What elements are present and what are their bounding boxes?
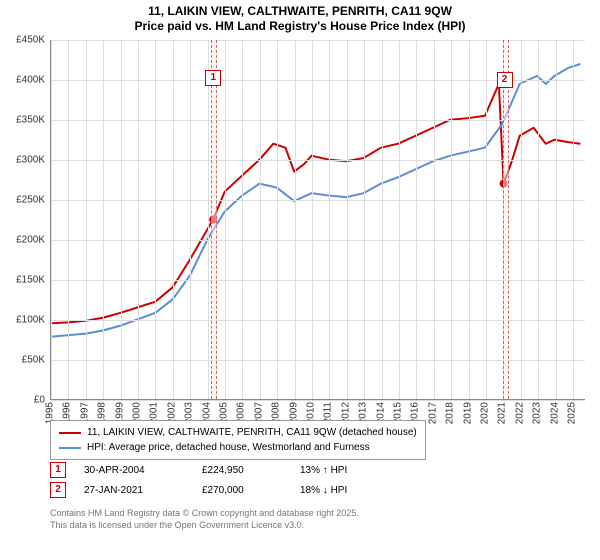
- footer: Contains HM Land Registry data © Crown c…: [50, 508, 359, 531]
- plot-region: 12: [50, 40, 585, 400]
- chart-title: 11, LAIKIN VIEW, CALTHWAITE, PENRITH, CA…: [0, 0, 600, 34]
- x-axis-label: 2018: [445, 402, 456, 424]
- transactions-table: 1 30-APR-2004 £224,950 13% ↑ HPI 2 27-JA…: [50, 462, 400, 502]
- title-line-2: Price paid vs. HM Land Registry's House …: [0, 19, 600, 34]
- row-pct-1: 13% ↑ HPI: [300, 465, 400, 476]
- row-marker-1: 1: [50, 462, 66, 478]
- legend-swatch-2: [59, 447, 81, 449]
- x-axis-label: 2024: [549, 402, 560, 424]
- y-axis-label: £100K: [0, 315, 45, 326]
- row-date-2: 27-JAN-2021: [84, 485, 184, 496]
- legend: 11, LAIKIN VIEW, CALTHWAITE, PENRITH, CA…: [50, 420, 426, 460]
- table-row: 2 27-JAN-2021 £270,000 18% ↓ HPI: [50, 482, 400, 498]
- footer-line-2: This data is licensed under the Open Gov…: [50, 520, 359, 532]
- footer-line-1: Contains HM Land Registry data © Crown c…: [50, 508, 359, 520]
- y-axis-label: £400K: [0, 75, 45, 86]
- x-axis-label: 2022: [514, 402, 525, 424]
- x-axis-label: 2019: [462, 402, 473, 424]
- row-date-1: 30-APR-2004: [84, 465, 184, 476]
- y-axis-label: £450K: [0, 35, 45, 46]
- chart-marker-2: 2: [497, 72, 513, 88]
- y-axis-label: £50K: [0, 355, 45, 366]
- row-pct-2: 18% ↓ HPI: [300, 485, 400, 496]
- row-price-1: £224,950: [202, 465, 282, 476]
- chart-area: 12 £0£50K£100K£150K£200K£250K£300K£350K£…: [50, 40, 585, 400]
- legend-swatch-1: [59, 432, 81, 434]
- y-axis-label: £200K: [0, 235, 45, 246]
- legend-label-1: 11, LAIKIN VIEW, CALTHWAITE, PENRITH, CA…: [87, 425, 417, 440]
- chart-marker-1: 1: [205, 70, 221, 86]
- x-axis-label: 2021: [497, 402, 508, 424]
- legend-item-2: HPI: Average price, detached house, West…: [59, 440, 417, 455]
- y-axis-label: £250K: [0, 195, 45, 206]
- x-axis-label: 2025: [566, 402, 577, 424]
- x-axis-label: 2023: [532, 402, 543, 424]
- legend-label-2: HPI: Average price, detached house, West…: [87, 440, 370, 455]
- row-marker-2: 2: [50, 482, 66, 498]
- title-line-1: 11, LAIKIN VIEW, CALTHWAITE, PENRITH, CA…: [0, 4, 600, 19]
- y-axis-label: £0: [0, 395, 45, 406]
- x-axis-label: 2020: [479, 402, 490, 424]
- y-axis-label: £300K: [0, 155, 45, 166]
- row-price-2: £270,000: [202, 485, 282, 496]
- table-row: 1 30-APR-2004 £224,950 13% ↑ HPI: [50, 462, 400, 478]
- legend-item-1: 11, LAIKIN VIEW, CALTHWAITE, PENRITH, CA…: [59, 425, 417, 440]
- y-axis-label: £350K: [0, 115, 45, 126]
- x-axis-label: 2017: [427, 402, 438, 424]
- y-axis-label: £150K: [0, 275, 45, 286]
